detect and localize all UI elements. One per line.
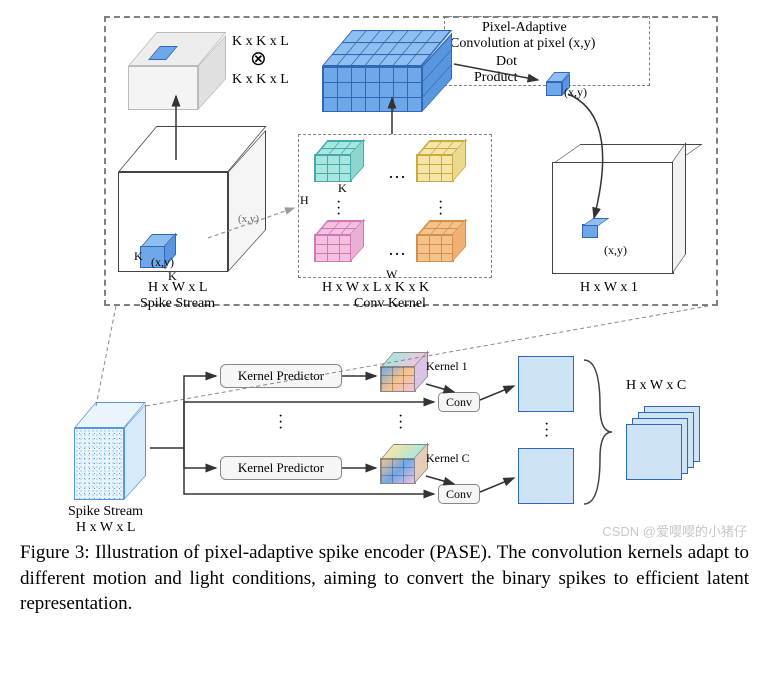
out-plane-c (518, 448, 574, 504)
pase-diagram: Pixel-Adaptive Convolution at pixel (x,y… (8, 8, 761, 528)
H-lbl: H (300, 194, 309, 207)
conv-kernel-dim: H x W x L x K x K (322, 280, 429, 295)
kernel-predictor-c: Kernel Predictor (220, 456, 342, 480)
stack-dim: H x W x C (626, 378, 686, 393)
pac-title-1: Pixel-Adaptive (482, 20, 567, 35)
spike-dim-2: H x W x L (76, 520, 135, 535)
out-plane-1 (518, 356, 574, 412)
conv-1: Conv (438, 392, 480, 412)
figure-caption: Figure 3: Illustration of pixel-adaptive… (20, 540, 749, 617)
kkl-2: K x K x L (232, 72, 289, 87)
xy-2: (x,y) (151, 256, 174, 269)
spike-lbl-2: Spike Stream (68, 504, 143, 519)
kernel-predictor-1: Kernel Predictor (220, 364, 342, 388)
product-label: Product (474, 70, 518, 85)
conv-c: Conv (438, 484, 480, 504)
watermark: CSDN @爱嘤嘤的小猪仔 (602, 521, 747, 540)
spike-dim: H x W x L (148, 280, 207, 295)
dot-label: Dot (496, 54, 517, 69)
xy-3: (x,y) (604, 244, 627, 257)
out-dim: H x W x 1 (580, 280, 638, 295)
xy-1: (x,y) (564, 86, 587, 99)
tensor-symbol: ⊗ (250, 48, 267, 70)
kernelc-lbl: Kernel C (426, 452, 470, 465)
spike-lbl: Spike Stream (140, 296, 215, 311)
pac-title-2: Convolution at pixel (x,y) (450, 36, 595, 51)
kernel1-lbl: Kernel 1 (426, 360, 468, 373)
K-lbl: K (134, 250, 143, 263)
conv-kernel-lbl: Conv Kernel (354, 296, 426, 311)
